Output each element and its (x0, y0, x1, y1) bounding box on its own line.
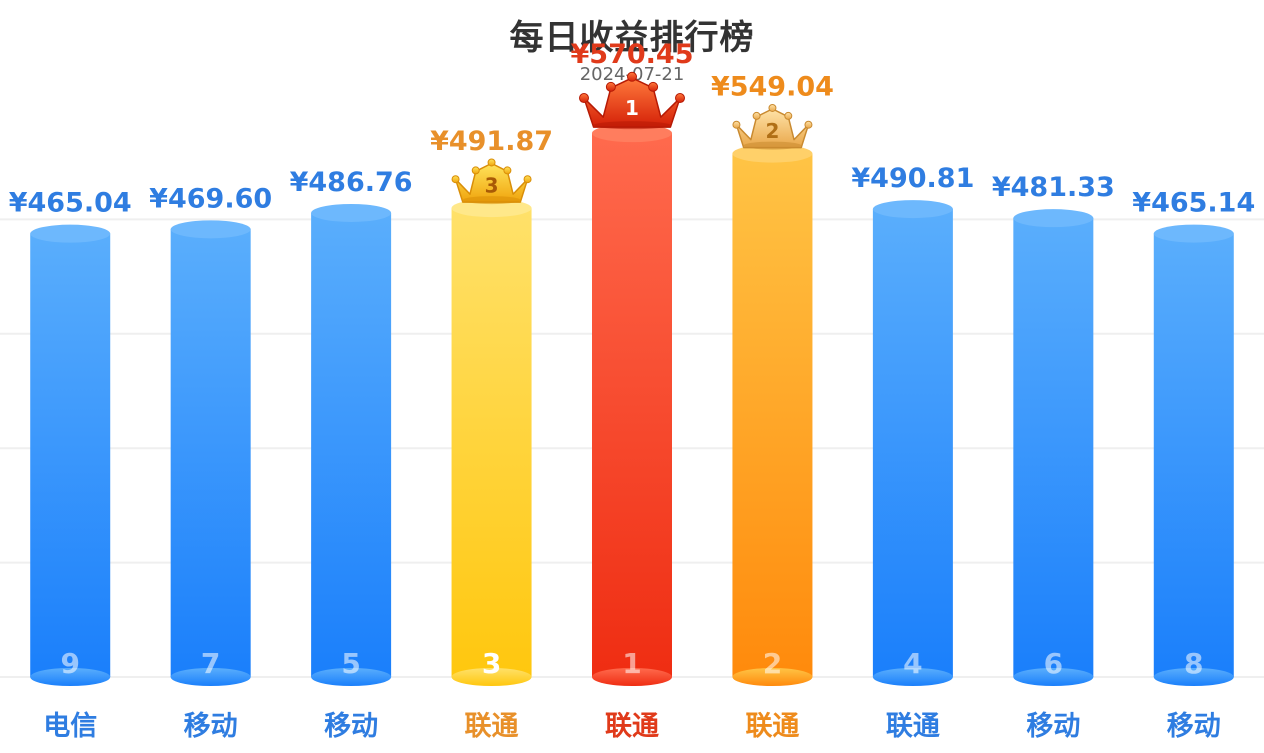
bar-base (311, 668, 392, 686)
category-label: 移动 (1167, 711, 1221, 742)
category-label: 联通 (465, 711, 519, 742)
bar-base (1153, 668, 1234, 686)
crown-rank-1-icon: 1 (579, 71, 685, 130)
bar-top-cap (30, 224, 111, 243)
bar-base (732, 668, 813, 686)
bar-group: 7 ¥469.60 移动 (149, 183, 272, 742)
bar (451, 208, 532, 678)
bar (170, 229, 251, 677)
crown-rank-2-icon: 2 (732, 103, 813, 150)
bar-base (1013, 668, 1094, 686)
bar-top-cap (451, 199, 532, 218)
bar-base (872, 668, 953, 686)
crown-rank-number: 2 (765, 119, 779, 143)
bar-base (170, 668, 251, 686)
bar-value-label: ¥549.04 (711, 72, 834, 103)
bar (311, 212, 392, 678)
bar-value-label: ¥469.60 (149, 183, 272, 214)
bar-top-cap (170, 220, 251, 239)
bar (30, 233, 111, 677)
category-label: 联通 (886, 711, 940, 742)
bar-base (451, 668, 532, 686)
bar-base (30, 668, 111, 686)
bar (872, 209, 953, 677)
category-label: 联通 (605, 711, 659, 742)
bar-value-label: ¥465.14 (1132, 188, 1255, 219)
bar-value-label: ¥481.33 (992, 172, 1115, 203)
bar (1013, 218, 1094, 677)
bar-top-cap (1013, 209, 1094, 228)
bar-group: 3 3 ¥491.87 联通 (430, 126, 553, 742)
bar-top-cap (592, 124, 672, 143)
category-label: 移动 (324, 711, 378, 742)
bar-rank-label: 8 (1184, 647, 1203, 680)
bar-top-cap (732, 144, 813, 163)
bar-value-label: ¥486.76 (290, 167, 413, 198)
bar-value-label: ¥490.81 (851, 163, 974, 194)
bar-group: 9 ¥465.04 电信 (9, 188, 132, 742)
crown-rank-number: 1 (625, 96, 639, 120)
bar-group: 1 1 ¥570.45 联通 (571, 39, 694, 742)
bars: 9 ¥465.04 电信 7 ¥469.60 移动 5 ¥486.76 移动 3 3 ¥491.87 联… (9, 39, 1256, 742)
bar (592, 133, 672, 677)
bar-rank-label: 3 (482, 647, 501, 680)
bar-group: 2 2 ¥549.04 联通 (711, 72, 834, 742)
category-label: 联通 (745, 711, 799, 742)
category-label: 移动 (1026, 711, 1080, 742)
chart-title: 每日收益排行榜 (509, 18, 755, 58)
bar-top-cap (872, 200, 953, 219)
bar-rank-label: 6 (1044, 647, 1063, 680)
bar-rank-label: 7 (201, 647, 220, 680)
bar-base (592, 668, 672, 686)
bar-value-label: ¥491.87 (430, 126, 553, 157)
bar-value-label: ¥570.45 (571, 39, 694, 70)
bar-rank-label: 2 (763, 647, 782, 680)
bar-rank-label: 4 (903, 647, 922, 680)
bar (732, 153, 813, 678)
bar-rank-label: 1 (622, 647, 641, 680)
category-label: 电信 (43, 711, 97, 742)
bar-group: 5 ¥486.76 移动 (290, 167, 413, 742)
bar (1153, 233, 1234, 677)
bar-top-cap (1153, 224, 1234, 243)
bar-rank-label: 9 (60, 647, 79, 680)
crown-rank-3-icon: 3 (451, 158, 532, 205)
bar-rank-label: 5 (341, 647, 360, 680)
bar-group: 8 ¥465.14 移动 (1132, 188, 1255, 742)
category-label: 移动 (184, 711, 238, 742)
crown-rank-number: 3 (485, 173, 499, 197)
bar-group: 6 ¥481.33 移动 (992, 172, 1115, 742)
bar-group: 4 ¥490.81 联通 (851, 163, 974, 742)
bar-value-label: ¥465.04 (9, 188, 132, 219)
bar-top-cap (311, 203, 392, 222)
